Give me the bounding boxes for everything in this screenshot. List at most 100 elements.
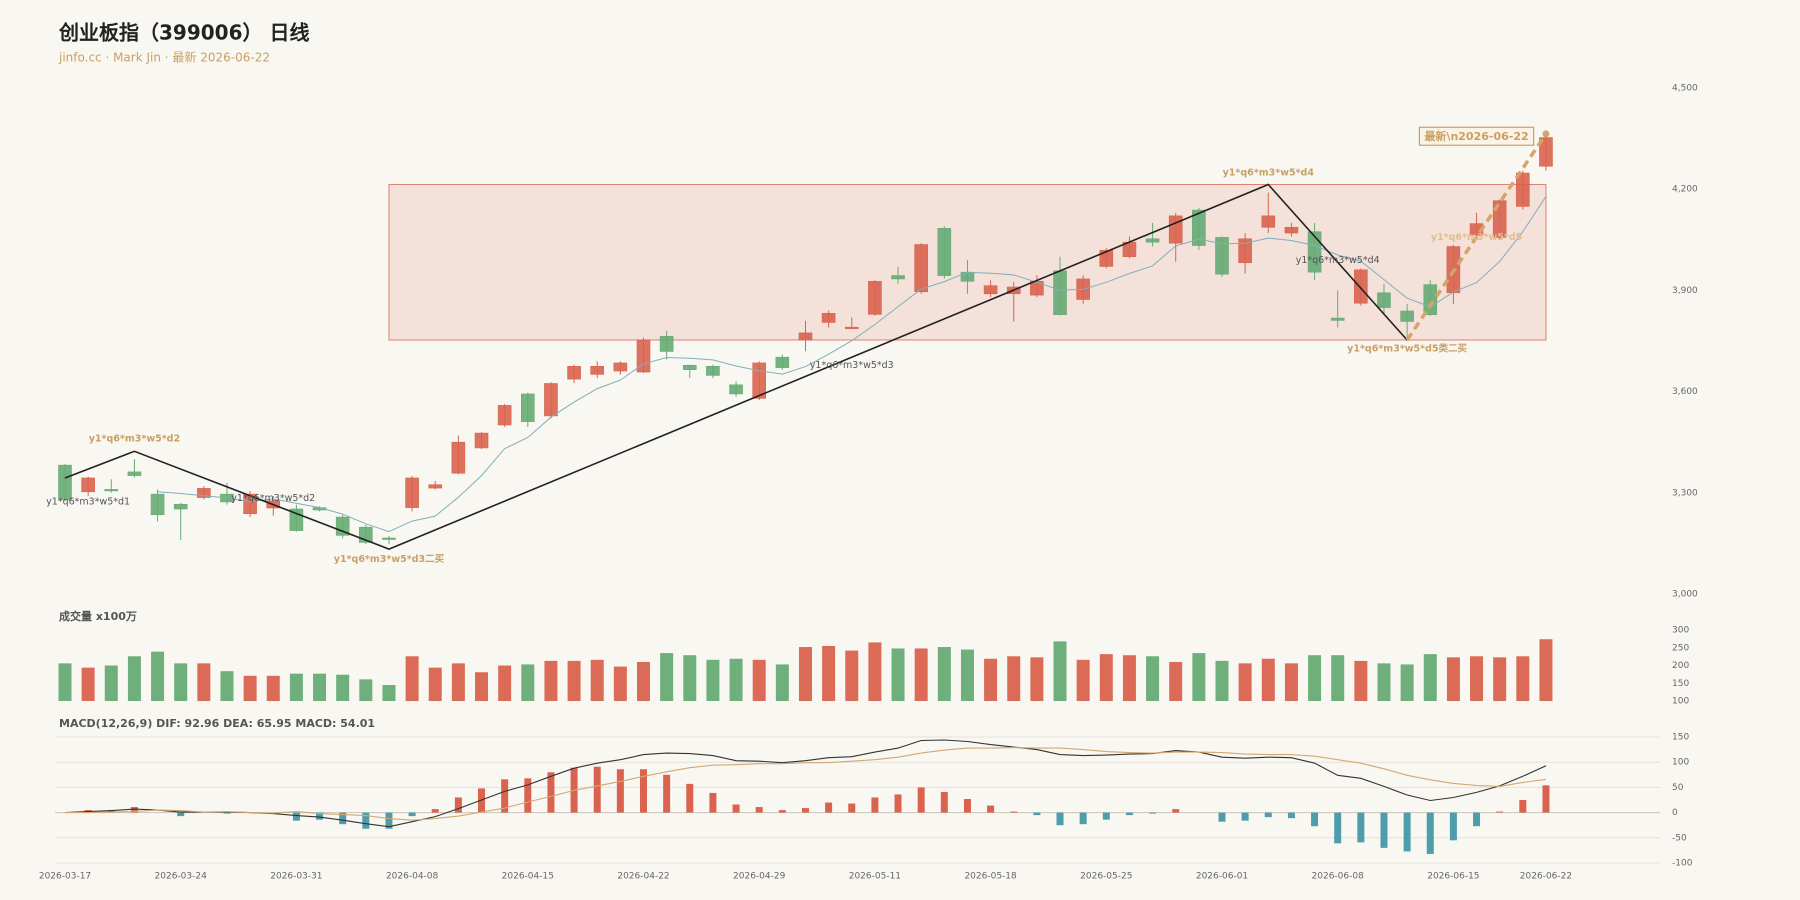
volume-bar xyxy=(637,661,650,701)
candle-body xyxy=(243,493,257,515)
macd-bar xyxy=(385,812,393,829)
macd-bar xyxy=(732,804,740,813)
macd-bar xyxy=(547,772,555,813)
volume-bar xyxy=(775,664,789,701)
volume-bar xyxy=(1215,660,1229,701)
candle-body xyxy=(544,383,558,417)
candle-body xyxy=(937,228,952,276)
x-tick-label: 2026-03-17 xyxy=(39,872,91,882)
volume-bar xyxy=(1169,661,1183,701)
macd-bar xyxy=(1033,812,1041,816)
macd-bar xyxy=(848,803,856,813)
y-tick-label: 3,300 xyxy=(1672,488,1698,498)
x-tick-label: 2026-04-29 xyxy=(733,872,786,882)
macd-bar xyxy=(130,807,138,813)
chart-subtitle: jinfo.cc · Mark Jin · 最新 2026-06-22 xyxy=(58,50,270,65)
y-tick-label: 100 xyxy=(1672,758,1689,768)
volume-bar xyxy=(937,647,951,701)
candle-body xyxy=(891,275,905,280)
volume-bar xyxy=(81,667,95,701)
macd-bar xyxy=(1311,812,1319,827)
y-tick-label: 300 xyxy=(1672,626,1689,636)
volume-bar xyxy=(1377,663,1391,701)
candle-body xyxy=(636,339,651,373)
macd-bar xyxy=(1287,812,1295,819)
macd-bar xyxy=(1056,812,1064,826)
x-tick-label: 2026-05-18 xyxy=(964,872,1017,882)
candle-body xyxy=(706,365,720,376)
volume-bar xyxy=(151,651,165,701)
volume-bar xyxy=(1354,660,1368,701)
pen-label: y1*q6*m3*w5*d2 xyxy=(89,433,180,444)
volume-bar xyxy=(1516,656,1530,701)
macd-bar xyxy=(593,766,601,813)
candle-body xyxy=(474,432,489,449)
candle-body xyxy=(914,244,928,293)
macd-bar xyxy=(1125,812,1133,816)
candle-body xyxy=(613,362,628,372)
candle-body xyxy=(1192,209,1206,246)
candle-body xyxy=(729,384,743,395)
volume-bar xyxy=(1493,657,1507,701)
candle-body xyxy=(983,285,998,295)
volume-bar xyxy=(1053,641,1067,701)
macd-bar xyxy=(1357,812,1365,843)
y-tick-label: 3,000 xyxy=(1672,590,1698,600)
projection-end xyxy=(1542,130,1550,138)
candle-body xyxy=(405,477,419,508)
pen-label: y1*q6*m3*w5*d5 xyxy=(1431,232,1522,243)
macd-bar xyxy=(755,807,763,813)
macd-bar xyxy=(292,812,300,821)
volume-bar xyxy=(1076,659,1090,701)
volume-bar xyxy=(567,660,581,701)
macd-bar xyxy=(1449,812,1457,841)
macd-line xyxy=(64,739,1547,828)
y-tick-label: 200 xyxy=(1672,661,1689,671)
volume-bar xyxy=(1030,657,1044,701)
volume-bar xyxy=(752,659,766,701)
candle-body xyxy=(150,493,165,516)
macd-bar xyxy=(1380,812,1388,848)
volume-bar xyxy=(382,685,396,701)
macd-bar xyxy=(362,812,370,829)
macd-bar xyxy=(1473,812,1481,827)
candle-body xyxy=(197,488,211,498)
y-tick-label: 50 xyxy=(1672,783,1684,793)
x-tick-label: 2026-06-01 xyxy=(1196,872,1248,882)
macd-bar xyxy=(1241,812,1249,821)
macd-bar xyxy=(1218,812,1226,822)
volume-bar xyxy=(891,648,905,701)
volume-bar xyxy=(729,658,743,701)
candle-body xyxy=(659,335,674,352)
y-tick-label: 150 xyxy=(1672,679,1689,689)
pen-label: y1*q6*m3*w5*d4 xyxy=(1223,168,1315,179)
macd-bar xyxy=(431,809,439,813)
candle-body xyxy=(567,365,581,380)
volume-title: 成交量 x100万 xyxy=(59,609,137,623)
volume-bar xyxy=(451,663,465,701)
y-tick-label: -50 xyxy=(1672,833,1687,843)
volume-bar xyxy=(313,673,327,701)
volume-bar xyxy=(405,656,419,701)
volume-bar xyxy=(1331,655,1345,701)
candle-body xyxy=(81,477,95,493)
volume-bar xyxy=(1238,663,1252,701)
y-tick-label: 150 xyxy=(1672,733,1689,743)
volume-bar xyxy=(660,653,674,701)
y-tick-label: 3,600 xyxy=(1672,387,1698,397)
volume-bar xyxy=(984,658,998,701)
volume-bar xyxy=(683,655,697,701)
latest-box xyxy=(1418,126,1535,146)
macd-bar xyxy=(1264,812,1272,818)
volume-bar xyxy=(336,674,350,701)
macd-bar xyxy=(223,812,231,814)
volume-bar xyxy=(1446,657,1460,701)
macd-bar xyxy=(1519,800,1527,813)
candle-body xyxy=(428,484,443,489)
candle-body xyxy=(1354,269,1368,304)
candle-body xyxy=(590,365,605,375)
candle-body xyxy=(173,503,188,510)
macd-line xyxy=(65,747,1547,821)
volume-bar xyxy=(613,666,627,701)
